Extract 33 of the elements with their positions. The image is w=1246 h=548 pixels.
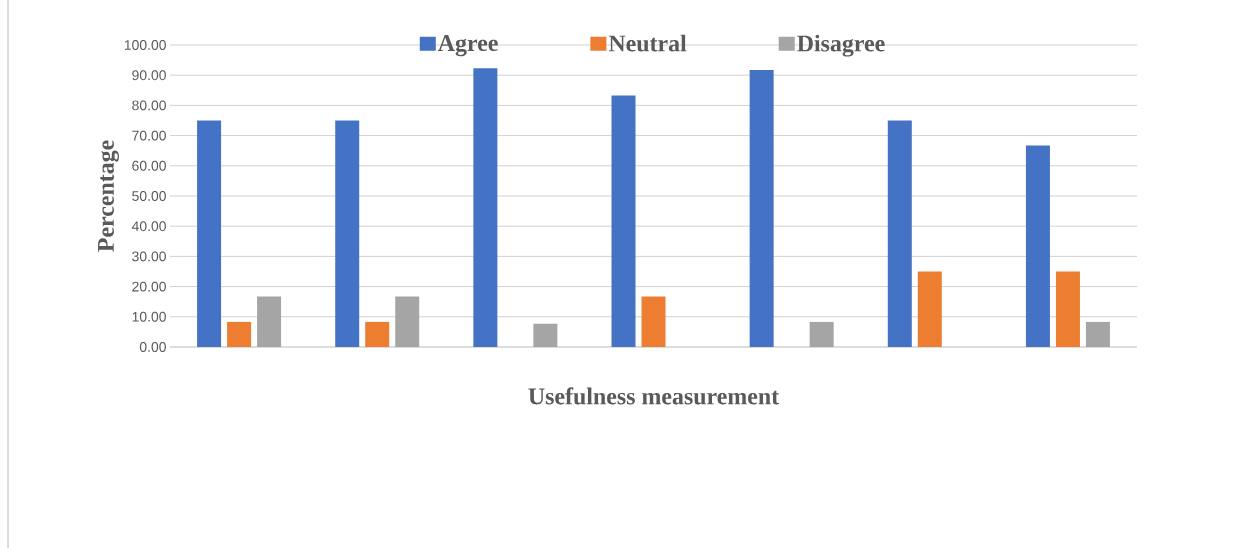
- bar: [1055, 271, 1080, 347]
- bar: [1085, 321, 1110, 347]
- bar: [365, 321, 390, 347]
- bar: [887, 120, 912, 347]
- y-tick-label: 60.00: [132, 160, 166, 171]
- y-tick-label: 70.00: [132, 130, 166, 141]
- bar: [611, 95, 636, 347]
- bar: [335, 120, 360, 347]
- y-tick-label: 40.00: [131, 221, 166, 232]
- x-axis-title: Usefulness measurement: [528, 387, 780, 405]
- bar: [1025, 145, 1050, 347]
- legend-label: Agree: [438, 35, 498, 57]
- y-tick-label: 100.00: [124, 40, 166, 50]
- y-tick-label: 30.00: [132, 251, 166, 262]
- y-tick-label: 20.00: [132, 281, 166, 292]
- y-axis-title: Percentage: [98, 140, 119, 252]
- bar: [227, 321, 252, 347]
- bar: [197, 120, 222, 347]
- bar: [257, 296, 282, 347]
- bar: [641, 296, 666, 347]
- y-tick-label: 0.00: [139, 342, 166, 352]
- bar: [749, 70, 774, 347]
- bar: [809, 321, 834, 347]
- legend-label: Disagree: [797, 34, 885, 57]
- y-tick-label: 10.00: [132, 311, 166, 322]
- bar: [917, 271, 942, 347]
- bar: [473, 68, 498, 347]
- legend-label: Neutral: [608, 34, 687, 52]
- y-tick-label: 90.00: [132, 70, 166, 81]
- y-tick-label: 50.00: [132, 191, 166, 201]
- y-tick-label: 80.00: [132, 100, 166, 111]
- bar: [533, 323, 558, 347]
- bar: [395, 296, 420, 347]
